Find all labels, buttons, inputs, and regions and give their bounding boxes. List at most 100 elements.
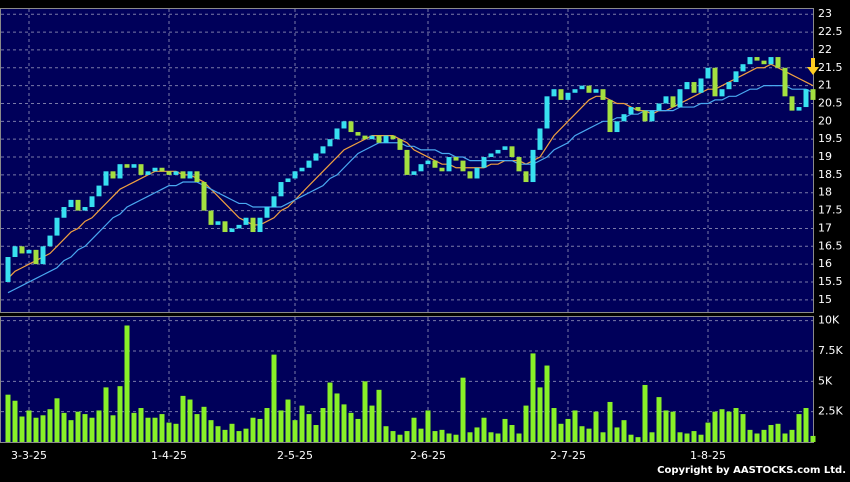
candle-body: [425, 160, 431, 165]
volume-bar: [201, 406, 207, 442]
volume-bar: [698, 434, 704, 442]
candle-body: [726, 82, 732, 90]
candle-body: [124, 164, 130, 168]
volume-bar: [215, 426, 221, 442]
candle-body: [747, 57, 753, 65]
candle-body: [110, 171, 116, 179]
volume-bar: [82, 414, 88, 442]
x-tick-label: 2-7-25: [550, 449, 586, 462]
moving-average-line: [7, 85, 814, 294]
candle-body: [411, 171, 417, 175]
candle-body: [47, 235, 53, 247]
candle-body: [803, 89, 809, 108]
candle-body: [243, 217, 249, 225]
latest-arrow: [807, 58, 819, 75]
volume-bar: [278, 410, 284, 442]
volume-bar: [761, 429, 767, 442]
candle-body: [572, 89, 578, 93]
volume-bar: [439, 429, 445, 442]
volume-bar: [768, 425, 774, 442]
volume-bar: [495, 433, 501, 442]
candle-body: [187, 171, 193, 179]
candle-body: [565, 92, 571, 100]
volume-bar: [747, 429, 753, 442]
candle-body: [635, 107, 641, 111]
x-tick-label: 3-3-25: [11, 449, 47, 462]
candle-body: [145, 171, 151, 175]
volume-bar: [446, 433, 452, 442]
volume-bar: [558, 423, 564, 442]
x-tick-label: 1-4-25: [151, 449, 187, 462]
volume-bar: [229, 423, 235, 442]
candle-body: [362, 135, 368, 140]
candle-body: [670, 96, 676, 108]
candle-body: [33, 249, 39, 265]
candle-body: [733, 71, 739, 83]
candle-body: [495, 149, 501, 154]
candle-body: [523, 171, 529, 183]
volume-bar: [572, 410, 578, 442]
volume-bar: [47, 409, 53, 442]
volume-bar: [712, 411, 718, 442]
candle-body: [19, 246, 25, 254]
candle-body: [649, 110, 655, 122]
volume-bar: [803, 408, 809, 442]
volume-bar: [614, 427, 620, 442]
y-tick-label: 18: [818, 186, 832, 199]
volume-bar: [299, 405, 305, 442]
candle-body: [404, 149, 410, 175]
volume-bar: [257, 418, 263, 442]
volume-bar: [502, 418, 508, 442]
x-tick-label: 1-8-25: [690, 449, 726, 462]
volume-bar: [481, 417, 487, 442]
candle-body: [96, 185, 102, 197]
candle-body: [250, 217, 256, 233]
volume-bar: [194, 414, 200, 442]
volume-bar: [474, 427, 480, 442]
candle-body: [719, 89, 725, 97]
candle-body: [642, 110, 648, 122]
volume-bar: [523, 405, 529, 442]
volume-bar: [166, 422, 172, 442]
volume-bar: [397, 434, 403, 442]
x-tick-label: 2-6-25: [410, 449, 446, 462]
candle-body: [131, 164, 137, 168]
candle-body: [586, 85, 592, 93]
volume-bar: [796, 414, 802, 442]
volume-bar: [453, 434, 459, 442]
volume-bar: [551, 408, 557, 442]
volume-bar: [726, 411, 732, 442]
volume-bar: [292, 420, 298, 442]
volume-bar: [404, 431, 410, 442]
candle-body: [698, 78, 704, 93]
candle-body: [348, 121, 354, 133]
volume-bar: [733, 408, 739, 442]
candle-body: [292, 171, 298, 179]
volume-bar: [75, 411, 81, 442]
volume-bar: [40, 415, 46, 442]
candle-body: [313, 153, 319, 161]
volume-bar: [152, 417, 158, 442]
candle-body: [383, 135, 389, 143]
volume-bar: [621, 420, 627, 442]
volume-bar: [110, 415, 116, 442]
candle-body: [796, 107, 802, 111]
candle-body: [271, 196, 277, 208]
candle-body: [180, 171, 186, 179]
candle-body: [278, 182, 284, 197]
y-tick-label: 10K: [818, 314, 840, 327]
candle-body: [488, 153, 494, 158]
volume-bar: [418, 428, 424, 442]
volume-bar: [96, 410, 102, 442]
candle-body: [208, 210, 214, 225]
y-tick-label: 22: [818, 43, 832, 56]
volume-bar: [677, 432, 683, 442]
candle-body: [516, 157, 522, 172]
volume-bar: [124, 325, 130, 442]
candle-body: [320, 146, 326, 154]
volume-bar: [705, 422, 711, 442]
y-tick-label: 20.5: [818, 96, 843, 109]
candle-body: [222, 221, 228, 233]
candle-body: [600, 89, 606, 100]
volume-bar: [187, 399, 193, 442]
